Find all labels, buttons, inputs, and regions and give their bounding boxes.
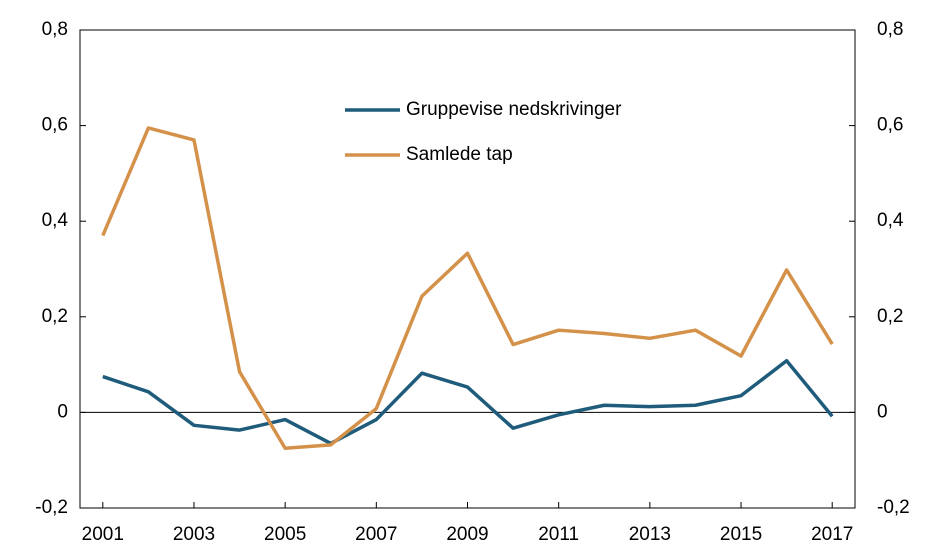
x-tick-label: 2003 — [173, 524, 215, 545]
y-tick-label: 0 — [57, 401, 68, 422]
series-line — [101, 126, 834, 450]
x-tick-label: 2005 — [264, 524, 306, 545]
x-tick-label: 2015 — [720, 524, 762, 545]
y-tick-label: 0,4 — [42, 210, 69, 231]
y2-tick-label: 0 — [877, 401, 888, 422]
x-tick-label: 2007 — [355, 524, 397, 545]
legend-label: Gruppevise nedskrivinger — [406, 99, 622, 120]
x-tick-label: 2011 — [538, 524, 579, 545]
legend-label: Samlede tap — [406, 144, 513, 165]
y2-tick-label: 0,6 — [877, 115, 903, 136]
y2-tick-label: 0,2 — [877, 306, 903, 327]
x-tick-label: 2001 — [82, 524, 124, 545]
y-tick-label: 0,2 — [42, 306, 68, 327]
y2-tick-label: -0,2 — [877, 497, 910, 518]
y-tick-label: 0,6 — [42, 115, 68, 136]
y-tick-label: 0,8 — [42, 19, 68, 40]
x-tick-label: 2017 — [811, 524, 853, 545]
x-tick-label: 2009 — [446, 524, 488, 545]
x-tick-label: 2013 — [629, 524, 671, 545]
y2-tick-label: 0,8 — [877, 19, 903, 40]
y2-tick-label: 0,4 — [877, 210, 904, 231]
series-line — [102, 359, 834, 446]
y-tick-label: -0,2 — [35, 497, 68, 518]
